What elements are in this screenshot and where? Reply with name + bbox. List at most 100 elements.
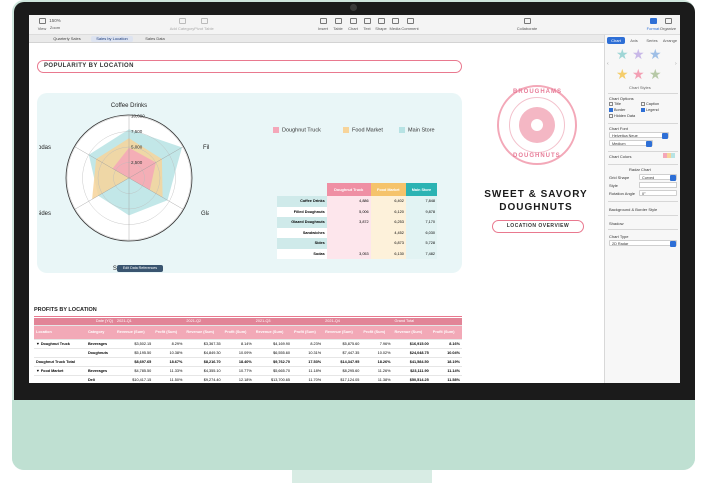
pivot-cell[interactable]: $5,665.70 [253, 366, 293, 376]
pivot-cell[interactable]: 11.26% [361, 366, 393, 376]
mini-cell[interactable]: Sodas [277, 248, 327, 259]
line-style-segmented[interactable] [639, 182, 677, 188]
tab-sales-data[interactable]: Sales Data [145, 36, 165, 41]
radar-chart[interactable]: 2,500 5,000 7,500 10,000 Coffee Drinks Filled… [39, 95, 209, 273]
format-button[interactable]: Format [642, 18, 664, 31]
pivot-cell[interactable]: $4,169.90 [253, 339, 293, 349]
mini-cell[interactable]: 6,120 [370, 206, 406, 217]
pivot-cell[interactable]: $14,347.95 [323, 357, 362, 367]
pivot-cell[interactable]: 7.96% [361, 339, 393, 349]
pivot-cell[interactable]: 10.31% [292, 348, 324, 358]
pivot-cell[interactable]: $16,915.00 [392, 339, 431, 349]
pivot-cell[interactable] [34, 375, 86, 383]
pivot-cell[interactable]: 18.19% [430, 357, 462, 367]
pivot-cell[interactable]: 10.38% [153, 348, 185, 358]
collaborate-button[interactable]: Collaborate [512, 18, 542, 31]
pivot-cell[interactable]: Doughnuts [85, 348, 116, 358]
pivot-cell[interactable]: 18.67% [153, 357, 185, 367]
insert-button[interactable]: Insert [312, 18, 334, 31]
pivot-cell[interactable]: 10.02% [361, 348, 393, 358]
title-checkbox[interactable]: Title [609, 102, 621, 106]
pivot-cell[interactable] [85, 357, 116, 367]
mini-header-cell[interactable]: Main Store [405, 183, 437, 196]
chart-button[interactable]: Chart [342, 18, 364, 31]
mini-cell[interactable]: 9,878 [405, 206, 437, 217]
pivot-header-cell[interactable]: Category [85, 325, 116, 340]
mini-cell[interactable]: 7,848 [405, 196, 437, 207]
hidden-data-checkbox[interactable]: Hidden Data [609, 114, 635, 118]
pivot-cell[interactable]: 18.40% [222, 357, 254, 367]
mini-cell[interactable] [326, 238, 371, 249]
add-category-button[interactable]: Add Category [167, 18, 197, 31]
tab-chart[interactable]: Chart [607, 37, 625, 44]
mini-header-cell[interactable] [277, 183, 327, 196]
pivot-header-cell[interactable]: 2021-Q3 [253, 318, 324, 326]
pivot-header-cell[interactable]: Location [34, 325, 86, 340]
pivot-cell[interactable]: 10.04% [430, 348, 462, 358]
view-button[interactable]: View [31, 18, 53, 31]
mini-cell[interactable]: 3,872 [326, 217, 371, 228]
pivot-header-cell[interactable]: Revenue (Sum) [392, 325, 431, 340]
rotation-angle-field[interactable]: 0° [639, 190, 677, 196]
popularity-title-box[interactable]: POPULARITY BY LOCATION [37, 60, 462, 73]
pivot-cell[interactable]: $5,195.50 [115, 348, 154, 358]
mini-cell[interactable]: 4,452 [370, 227, 406, 238]
table-button[interactable]: Table [327, 18, 349, 31]
pivot-header-cell[interactable]: Revenue (Sum) [253, 325, 293, 340]
pivot-table-button[interactable]: Pivot Table [192, 18, 216, 31]
pivot-header-cell[interactable]: Date (YQ) [34, 318, 116, 326]
pivot-header-cell[interactable]: Revenue (Sum) [115, 325, 154, 340]
pivot-header-cell[interactable]: Profit (Sum) [361, 325, 393, 340]
pivot-cell[interactable]: $23,111.90 [392, 366, 431, 376]
pivot-cell[interactable]: 8.29% [153, 339, 185, 349]
pivot-cell[interactable]: $7,447.35 [323, 348, 362, 358]
mini-cell[interactable]: 5,728 [405, 238, 437, 249]
pivot-cell[interactable]: 10.09% [222, 348, 254, 358]
pivot-cell[interactable]: 11.18% [292, 366, 324, 376]
pivot-cell[interactable]: $24,048.75 [392, 348, 431, 358]
chart-style-green[interactable]: ★ [649, 66, 662, 82]
pivot-cell[interactable]: $41,584.50 [392, 357, 431, 367]
organize-button[interactable]: Organize [657, 18, 679, 31]
pivot-cell[interactable]: $4,355.10 [184, 366, 223, 376]
pivot-cell[interactable]: $9,762.70 [253, 357, 293, 367]
pivot-header-cell[interactable]: Grand Total [392, 318, 462, 326]
pivot-cell[interactable]: $10,417.15 [115, 375, 154, 383]
text-button[interactable]: Text [356, 18, 378, 31]
pivot-header-cell[interactable]: 2021-Q4 [323, 318, 393, 326]
mini-cell[interactable]: 3,053 [326, 248, 371, 259]
font-weight-select[interactable]: Medium [609, 140, 653, 147]
pivot-cell[interactable]: $8,295.60 [323, 366, 362, 376]
edit-data-references-button[interactable]: Edit Data References [117, 265, 163, 272]
location-data-table[interactable]: Doughnut Truck Food Market Main Store Coffe… [277, 183, 437, 259]
mini-cell[interactable]: Filled Doughnuts [277, 206, 327, 217]
pivot-header-cell[interactable]: 2021-Q1 [115, 318, 185, 326]
mini-cell[interactable]: 6,873 [370, 238, 406, 249]
pivot-header-cell[interactable]: Profit (Sum) [292, 325, 324, 340]
zoom-control[interactable]: 150% Zoom [49, 18, 61, 30]
pivot-cell[interactable]: 17.53% [292, 357, 324, 367]
pivot-cell[interactable]: $50,514.25 [392, 375, 431, 383]
legend-checkbox[interactable]: Legend [641, 108, 659, 112]
tab-quarterly-sales[interactable]: Quarterly Sales [53, 36, 81, 41]
pivot-cell[interactable]: $17,124.05 [323, 375, 362, 383]
mini-cell[interactable]: 7,170 [405, 217, 437, 228]
profits-pivot-table[interactable]: Date (YQ) 2021-Q1 2021-Q2 2021-Q3 2021-Q4 Gra… [34, 318, 462, 383]
pivot-header-cell[interactable]: Revenue (Sum) [323, 325, 362, 340]
mini-cell[interactable]: 5,006 [326, 206, 371, 217]
shadow-disclosure[interactable]: Shadow [609, 221, 624, 226]
pivot-header-cell[interactable]: Revenue (Sum) [184, 325, 223, 340]
location-overview-pill[interactable]: LOCATION OVERVIEW [492, 220, 584, 233]
pivot-cell[interactable]: 8.23% [292, 339, 324, 349]
tab-series[interactable]: Series [646, 38, 658, 43]
pivot-cell[interactable]: 10.77% [222, 366, 254, 376]
pivot-cell[interactable]: 8.14% [222, 339, 254, 349]
mini-cell[interactable]: Coffee Drinks [277, 196, 327, 207]
media-button[interactable]: Media [384, 18, 406, 31]
chart-style-pink[interactable]: ★ [632, 66, 645, 82]
chart-style-purple[interactable]: ★ [632, 46, 645, 62]
pivot-header-cell[interactable]: Profit (Sum) [430, 325, 462, 340]
tab-sales-by-location[interactable]: Sales by Location [91, 36, 133, 42]
pivot-cell[interactable] [34, 348, 86, 358]
pivot-header-cell[interactable]: 2021-Q2 [184, 318, 254, 326]
